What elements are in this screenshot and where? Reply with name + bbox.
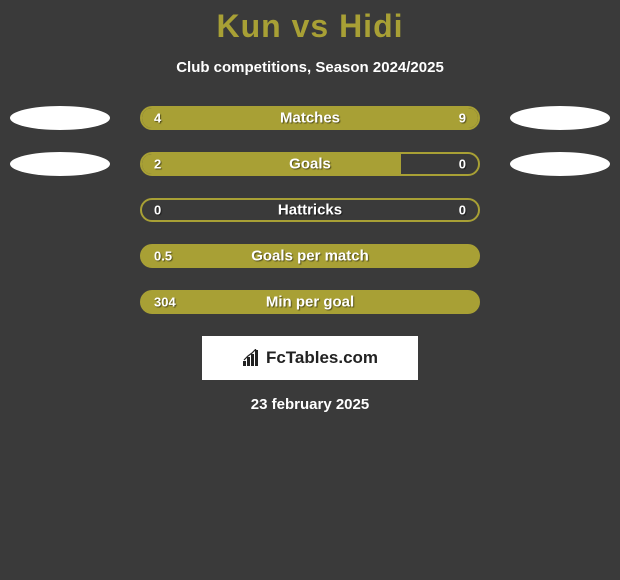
stat-label: Matches bbox=[280, 110, 340, 127]
stat-value-right: 0 bbox=[459, 157, 466, 172]
player-oval-left bbox=[10, 152, 110, 176]
logo-box: FcTables.com bbox=[202, 336, 418, 380]
stat-label: Goals per match bbox=[251, 248, 369, 265]
stat-label: Hattricks bbox=[278, 202, 342, 219]
stat-value-left: 0 bbox=[154, 203, 161, 218]
stat-row: 304 Min per goal bbox=[0, 290, 620, 314]
stat-bar: 0 Hattricks 0 bbox=[140, 198, 480, 222]
stat-label: Min per goal bbox=[266, 294, 354, 311]
bar-fill-left bbox=[142, 154, 401, 174]
date: 23 february 2025 bbox=[0, 396, 620, 413]
stat-row: 0.5 Goals per match bbox=[0, 244, 620, 268]
page-title: Kun vs Hidi bbox=[0, 8, 620, 45]
logo-text: FcTables.com bbox=[266, 348, 378, 368]
stat-value-left: 2 bbox=[154, 157, 161, 172]
stat-rows: 4 Matches 9 2 Goals 0 0 Hattricks 0 0.5 Goals per … bbox=[0, 106, 620, 314]
player-oval-left bbox=[10, 106, 110, 130]
player-oval-right bbox=[510, 152, 610, 176]
stat-value-left: 0.5 bbox=[154, 249, 172, 264]
stat-bar: 4 Matches 9 bbox=[140, 106, 480, 130]
stat-value-left: 4 bbox=[154, 111, 161, 126]
stat-label: Goals bbox=[289, 156, 331, 173]
stat-bar: 304 Min per goal bbox=[140, 290, 480, 314]
player-oval-right bbox=[510, 106, 610, 130]
stat-value-right: 0 bbox=[459, 203, 466, 218]
stat-row: 2 Goals 0 bbox=[0, 152, 620, 176]
stat-row: 4 Matches 9 bbox=[0, 106, 620, 130]
stat-row: 0 Hattricks 0 bbox=[0, 198, 620, 222]
comparison-infographic: Kun vs Hidi Club competitions, Season 20… bbox=[0, 0, 620, 413]
stat-value-right: 9 bbox=[459, 111, 466, 126]
stat-value-left: 304 bbox=[154, 295, 176, 310]
stat-bar: 2 Goals 0 bbox=[140, 152, 480, 176]
stat-bar: 0.5 Goals per match bbox=[140, 244, 480, 268]
logo: FcTables.com bbox=[242, 348, 378, 368]
chart-icon bbox=[242, 349, 262, 367]
subtitle: Club competitions, Season 2024/2025 bbox=[0, 59, 620, 76]
